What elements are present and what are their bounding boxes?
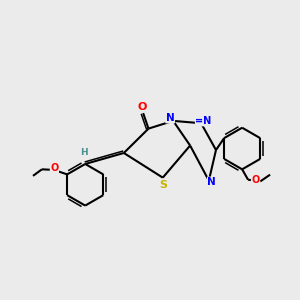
Text: =N: =N xyxy=(195,116,212,126)
Text: O: O xyxy=(138,102,147,112)
Text: H: H xyxy=(80,148,88,157)
Text: N: N xyxy=(207,177,216,187)
Text: O: O xyxy=(50,164,59,173)
Text: O: O xyxy=(251,175,260,185)
Text: S: S xyxy=(159,180,167,190)
Text: N: N xyxy=(166,113,175,123)
